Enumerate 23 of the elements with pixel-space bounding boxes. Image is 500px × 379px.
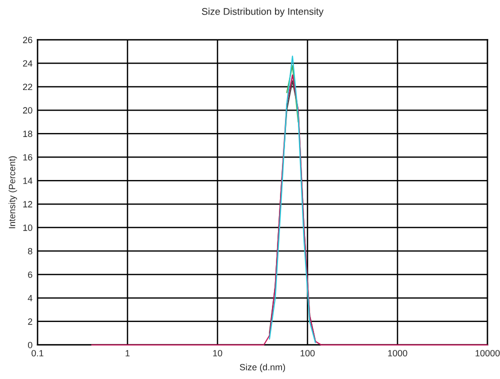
chart-title: Size Distribution by Intensity <box>202 8 324 17</box>
x-tick-label: 100 <box>300 350 315 356</box>
x-tick-label: 0.1 <box>32 350 44 356</box>
y-tick-label: 24 <box>23 60 32 67</box>
y-tick-label: 16 <box>23 154 32 160</box>
y-tick-label: 4 <box>28 295 32 302</box>
y-tick-label: 26 <box>23 36 32 44</box>
x-tick-label: 1 <box>126 350 130 356</box>
y-tick-label: 8 <box>28 248 32 254</box>
y-tick-label: 6 <box>28 271 32 278</box>
y-tick-label: 22 <box>23 84 32 90</box>
y-tick-label: 2 <box>28 318 32 325</box>
y-tick-label: 20 <box>23 107 32 114</box>
x-tick-label: 1000 <box>388 350 408 356</box>
y-tick-label: 14 <box>23 178 32 184</box>
x-axis-title: Size (d.nm) <box>240 364 286 372</box>
x-tick-label: 10 <box>213 350 222 356</box>
x-tick-label: 10000 <box>476 350 500 356</box>
y-tick-label: 10 <box>23 224 32 231</box>
y-tick-label: 0 <box>28 342 32 348</box>
y-tick-label: 18 <box>23 130 32 138</box>
y-axis-title: Intensity (Percent) <box>8 156 18 228</box>
y-tick-label: 12 <box>23 201 32 208</box>
